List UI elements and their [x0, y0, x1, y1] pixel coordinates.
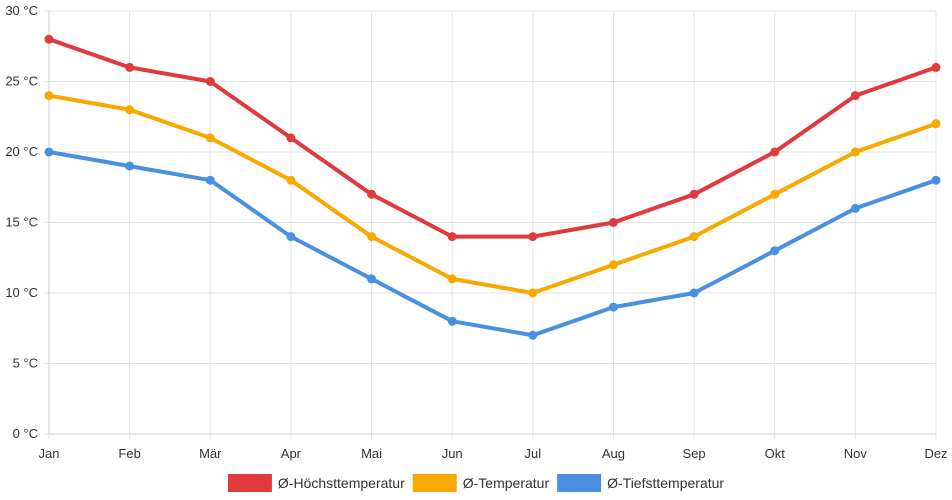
data-point[interactable] [528, 232, 538, 242]
data-point[interactable] [931, 62, 941, 72]
x-tick-label: Apr [281, 446, 302, 461]
data-point[interactable] [850, 203, 860, 213]
y-tick-label: 15 °C [5, 215, 38, 230]
series-0 [44, 34, 941, 242]
x-tick-label: Aug [602, 446, 625, 461]
y-tick-label: 30 °C [5, 3, 38, 18]
data-point[interactable] [447, 274, 457, 284]
legend[interactable]: Ø-Höchsttemperatur Ø-Temperatur Ø-Tiefstte… [227, 474, 724, 492]
data-point[interactable] [689, 232, 699, 242]
x-tick-label: Feb [118, 446, 140, 461]
data-point[interactable] [447, 232, 457, 242]
data-point[interactable] [689, 288, 699, 298]
data-point[interactable] [44, 147, 54, 157]
data-point[interactable] [528, 288, 538, 298]
data-point[interactable] [125, 105, 135, 115]
series-2 [44, 147, 941, 340]
data-point[interactable] [205, 133, 215, 143]
data-point[interactable] [125, 161, 135, 171]
data-point[interactable] [931, 119, 941, 129]
data-point[interactable] [205, 175, 215, 185]
y-tick-label: 5 °C [13, 356, 38, 371]
legend-swatch[interactable] [557, 474, 602, 492]
data-point[interactable] [286, 232, 296, 242]
x-tick-label: Okt [765, 446, 786, 461]
x-tick-label: Mär [199, 446, 222, 461]
data-point[interactable] [44, 91, 54, 101]
axes: 0 °C 5 °C 10 °C 15 °C 20 °C 25 °C 30 °C Jan Feb M… [5, 3, 947, 461]
legend-label: Ø-Höchsttemperatur [278, 475, 405, 491]
series-1 [44, 91, 941, 298]
x-tick-label: Jun [442, 446, 463, 461]
series-line [47, 37, 938, 239]
y-tick-label: 25 °C [5, 74, 38, 89]
legend-swatch[interactable] [412, 474, 457, 492]
data-point[interactable] [608, 218, 618, 227]
data-point[interactable] [44, 34, 54, 44]
data-point[interactable] [528, 330, 538, 340]
data-point[interactable] [770, 246, 780, 256]
x-tick-label: Dez [924, 446, 947, 461]
data-point[interactable] [125, 62, 135, 72]
data-point[interactable] [689, 189, 699, 199]
data-point[interactable] [770, 189, 780, 199]
series [44, 34, 941, 340]
legend-label: Ø-Temperatur [463, 475, 550, 491]
series-line [47, 150, 938, 338]
data-point[interactable] [608, 302, 618, 312]
y-tick-label: 20 °C [5, 144, 38, 159]
data-point[interactable] [286, 133, 296, 143]
x-tick-label: Nov [844, 446, 868, 461]
y-tick-label: 0 °C [13, 426, 38, 441]
series-line [47, 93, 938, 295]
data-point[interactable] [367, 189, 377, 199]
data-point[interactable] [367, 274, 377, 284]
legend-label: Ø-Tiefsttemperatur [607, 475, 724, 491]
x-tick-label: Mai [361, 446, 382, 461]
data-point[interactable] [367, 232, 377, 242]
legend-swatch[interactable] [227, 474, 272, 492]
data-point[interactable] [770, 147, 780, 157]
y-tick-label: 10 °C [5, 285, 38, 300]
grid [44, 10, 937, 439]
data-point[interactable] [608, 260, 618, 270]
data-point[interactable] [205, 77, 215, 86]
data-point[interactable] [286, 175, 296, 185]
data-point[interactable] [850, 91, 860, 101]
x-tick-label: Sep [683, 446, 706, 461]
x-tick-label: Jul [525, 446, 542, 461]
data-point[interactable] [931, 175, 941, 185]
x-tick-label: Jan [39, 446, 60, 461]
data-point[interactable] [447, 316, 457, 326]
data-point[interactable] [850, 147, 860, 157]
